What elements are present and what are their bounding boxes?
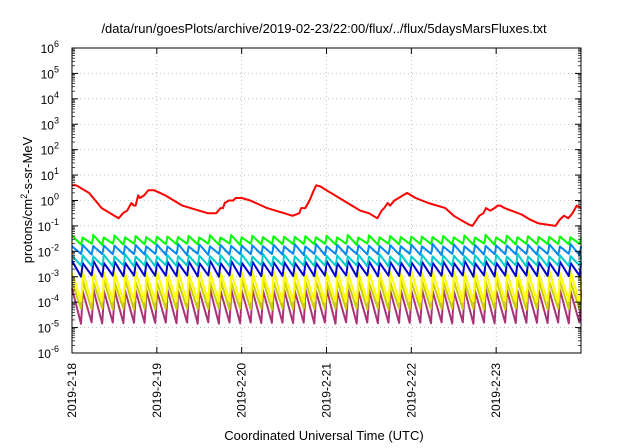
y-tick-exponent: -4 [51,293,59,303]
y-tick-exponent: -1 [51,217,59,227]
x-axis: 2019-2-18 2019-2-19 2019-2-20 2019-2-21 2019… [65,48,503,418]
y-axis-title-pre: protons/cm [20,199,35,263]
y-tick-base: 10 [38,322,52,336]
y-tick-label: 102 [41,141,59,158]
x-tick-label: 2019-2-20 [235,363,249,418]
y-tick-label: 100 [41,192,59,209]
y-tick-base: 10 [38,271,52,285]
y-tick-base: 10 [41,93,55,107]
x-axis-title: Coordinated Universal Time (UTC) [224,428,423,443]
flux-series-line [71,233,582,246]
y-tick-base: 10 [41,195,55,209]
y-tick-label: 10-3 [38,268,59,285]
y-tick-base: 10 [38,347,52,361]
y-tick-exponent: -2 [51,242,59,252]
y-tick-exponent: 4 [54,90,59,100]
y-tick-base: 10 [41,169,55,183]
y-tick-base: 10 [38,296,52,310]
y-tick-label: 104 [41,90,59,107]
y-tick-exponent: 1 [54,166,59,176]
x-tick-label: 2019-2-19 [150,363,164,418]
y-axis-title-sup: 2 [19,194,29,199]
y-tick-exponent: 6 [54,39,59,49]
y-tick-exponent: -5 [51,319,59,329]
y-tick-exponent: -3 [51,268,59,278]
y-axis-title-post: -s-sr-MeV [20,136,35,193]
y-tick-base: 10 [41,144,55,158]
y-tick-exponent: 2 [54,141,59,151]
y-tick-label: 10-4 [38,293,59,310]
y-tick-base: 10 [41,42,55,56]
flux-series-line [71,242,582,257]
y-tick-label: 106 [41,39,59,56]
flux-series-line [72,184,582,227]
y-tick-label: 10-1 [38,217,59,234]
x-tick-label: 2019-2-22 [404,363,418,418]
y-tick-label: 101 [41,166,59,183]
flux-series-line [71,252,582,268]
y-tick-label: 103 [41,115,59,132]
y-axis: 10-610-510-410-310-210-11001011021031041… [38,39,581,361]
y-axis-title: protons/cm2-s-sr-MeV [19,136,35,263]
y-tick-label: 10-6 [38,344,59,361]
y-tick-label: 105 [41,64,59,81]
y-tick-label: 10-2 [38,242,59,259]
chart-title: /data/run/goesPlots/archive/2019-02-23/2… [101,21,547,36]
y-tick-base: 10 [38,220,52,234]
y-tick-exponent: 3 [54,115,59,125]
y-tick-exponent: 5 [54,64,59,74]
x-tick-label: 2019-2-18 [65,363,79,418]
series-layer [71,184,582,325]
x-tick-label: 2019-2-21 [320,363,334,418]
y-tick-base: 10 [41,67,55,81]
x-tick-label: 2019-2-23 [489,363,503,418]
y-tick-base: 10 [38,245,52,259]
y-tick-base: 10 [41,118,55,132]
y-tick-label: 10-5 [38,319,59,336]
y-tick-exponent: -6 [51,344,59,354]
y-tick-exponent: 0 [54,192,59,202]
